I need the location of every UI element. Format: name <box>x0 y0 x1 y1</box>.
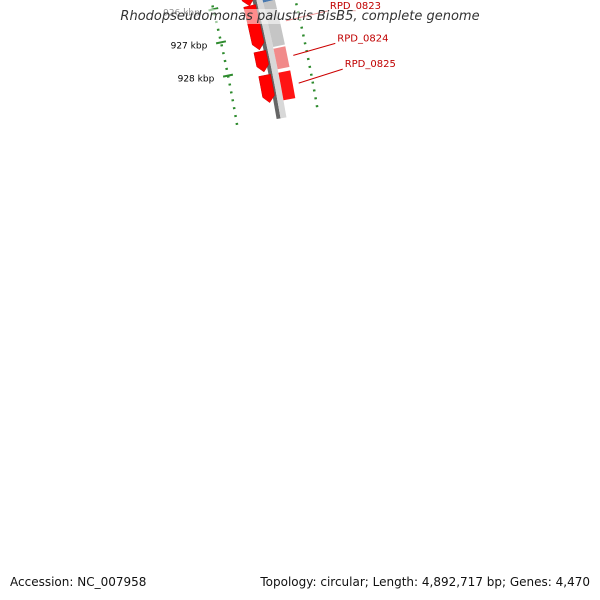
orf-arrow[interactable] <box>253 50 269 73</box>
orf-arrow[interactable] <box>232 0 254 7</box>
kbp-tick <box>222 73 234 78</box>
gene-RPD_0825[interactable]: RPD_0825 <box>258 59 396 103</box>
gene-label[interactable]: RPD_0824 <box>337 33 388 44</box>
kbp-tick-label: 928 kbp <box>178 74 215 84</box>
leader-line <box>293 42 336 56</box>
kbp-tick-label: 927 kbp <box>171 41 208 51</box>
leader-line <box>298 68 343 84</box>
gene-label[interactable]: RPD_0825 <box>345 59 396 70</box>
orf-arrow[interactable] <box>258 73 275 103</box>
gene-RPD_0824[interactable]: RPD_0824 <box>253 33 389 73</box>
cog-block[interactable] <box>273 46 290 70</box>
map-title: Rhodopseudomonas palustris BisB5, comple… <box>0 9 600 24</box>
topology-text: Topology: circular; Length: 4,892,717 bp… <box>260 575 590 589</box>
gene-RPD_0822[interactable]: RPD_0822 <box>232 0 372 7</box>
accession-text: Accession: NC_007958 <box>10 575 147 589</box>
backbone-inner-band <box>256 0 287 119</box>
gene-label[interactable]: RPD_0823 <box>330 1 381 12</box>
backbone-outer-line <box>252 0 281 120</box>
kbp-tick <box>215 40 227 45</box>
cog-block[interactable] <box>252 0 275 3</box>
cog-block[interactable] <box>278 70 296 101</box>
